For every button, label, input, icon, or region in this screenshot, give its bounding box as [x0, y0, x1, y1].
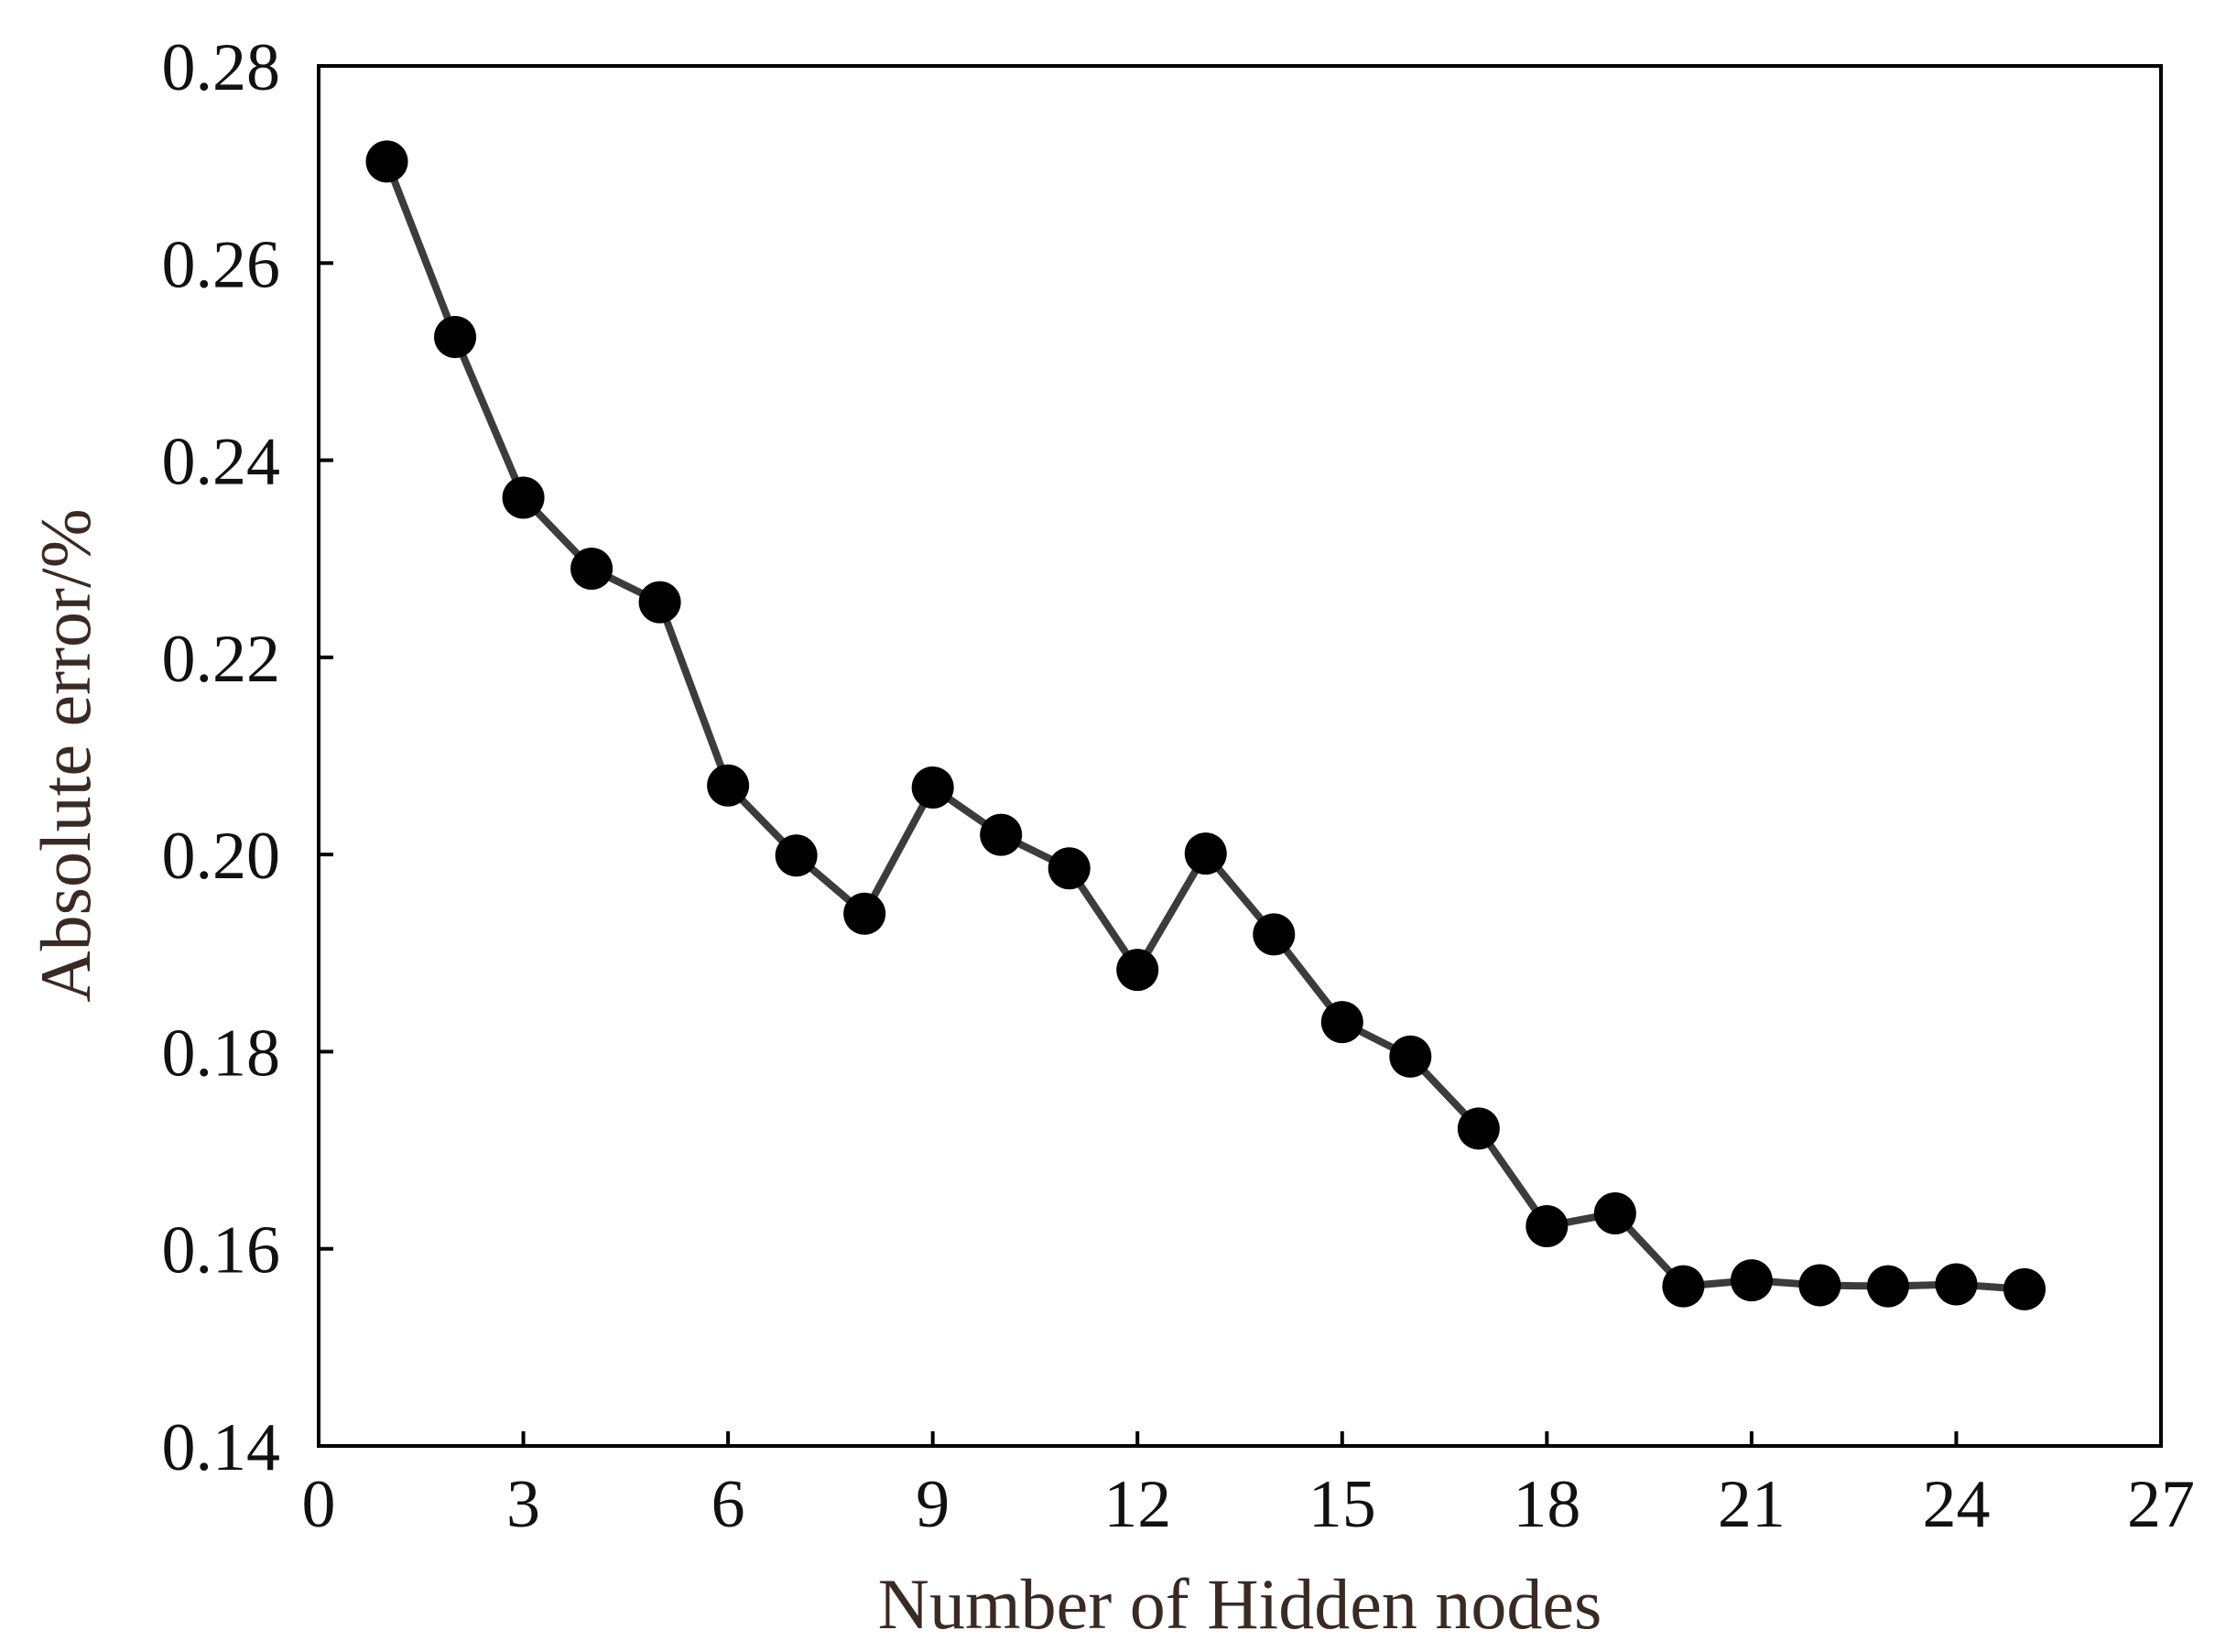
- data-point: [570, 547, 613, 590]
- y-axis: 0.14 0.16 0.18 0.20 0.22 0.24 0.26 0.28: [162, 30, 333, 1485]
- x-tick-label: 21: [1718, 1467, 1786, 1542]
- series-layer: [365, 140, 2046, 1310]
- data-point: [434, 316, 477, 359]
- data-point: [1253, 913, 1296, 956]
- x-tick-label: 12: [1103, 1467, 1171, 1542]
- data-point: [911, 766, 954, 809]
- x-axis: 0 3 6 9 12 15 18 21 24 27: [302, 1431, 2195, 1542]
- data-point: [502, 476, 545, 519]
- y-axis-title: Absolute error/%: [26, 508, 105, 1002]
- y-tick-label: 0.24: [162, 425, 281, 500]
- y-tick-label: 0.26: [162, 227, 281, 302]
- y-tick-label: 0.18: [162, 1016, 281, 1091]
- data-point: [707, 764, 750, 807]
- x-tick-label: 6: [711, 1467, 745, 1542]
- data-point: [1593, 1191, 1636, 1234]
- data-point: [1935, 1263, 1978, 1306]
- x-tick-label: 24: [1922, 1467, 1990, 1542]
- y-tick-label: 0.22: [162, 622, 281, 697]
- plot-area: [317, 64, 2163, 1448]
- y-tick-label: 0.20: [162, 819, 281, 894]
- x-tick-label: 9: [916, 1467, 950, 1542]
- x-tick-label: 18: [1513, 1467, 1580, 1542]
- x-tick-label: 27: [2127, 1467, 2195, 1542]
- data-point: [1662, 1265, 1705, 1308]
- data-point: [1730, 1259, 1773, 1302]
- y-tick-label: 0.14: [162, 1410, 281, 1485]
- data-point: [1798, 1264, 1841, 1307]
- data-point: [1320, 1001, 1363, 1044]
- data-point: [1116, 949, 1159, 992]
- x-tick-label: 15: [1308, 1467, 1376, 1542]
- y-tick-label: 0.28: [162, 30, 281, 105]
- data-point: [638, 581, 681, 624]
- data-point: [2003, 1267, 2046, 1310]
- data-point: [843, 892, 886, 935]
- data-point: [365, 140, 408, 183]
- data-point: [775, 834, 818, 877]
- data-point: [980, 813, 1023, 856]
- data-point: [1526, 1204, 1569, 1247]
- data-point: [1184, 832, 1227, 875]
- data-point: [1389, 1035, 1432, 1078]
- x-tick-label: 0: [302, 1467, 336, 1542]
- data-point: [1048, 847, 1091, 890]
- y-tick-label: 0.16: [162, 1213, 281, 1288]
- data-point: [1457, 1107, 1500, 1150]
- x-tick-label: 3: [506, 1467, 540, 1542]
- x-axis-title: Number of Hidden nodes: [878, 1564, 1602, 1644]
- data-point: [1866, 1265, 1909, 1308]
